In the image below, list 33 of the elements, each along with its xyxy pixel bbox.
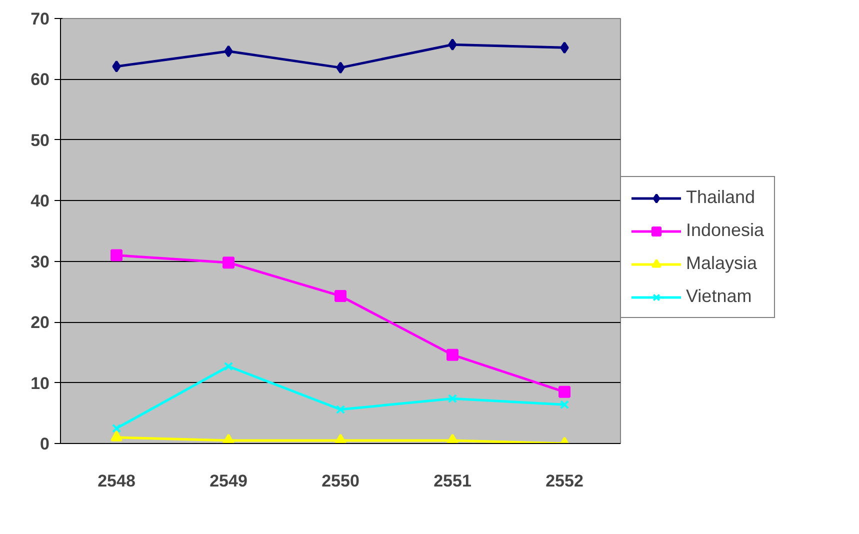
point [336,404,346,414]
point [110,249,122,262]
legend-label: Malaysia [686,253,758,274]
point [448,38,457,51]
legend-label: Thailand [686,187,756,208]
point [446,348,458,361]
x-tick-label: 2549 [210,472,248,490]
point [224,362,234,371]
y-tick-label: 60 [30,70,50,90]
y-tick-label: 20 [30,313,50,332]
y-tick-label: 40 [30,192,50,211]
x-tick-label: 2551 [434,472,472,490]
point [112,424,122,433]
point [110,430,122,442]
legend-label: Vietnam [686,286,752,307]
y-tick-label: 70 [30,10,50,28]
point [558,386,570,398]
x-tick-label: 2550 [322,472,360,490]
point [334,290,346,302]
point [560,400,570,410]
x-tick-label: 2548 [98,472,136,490]
legend-label: Indonesia [686,220,764,241]
y-tick-label: 10 [30,374,50,393]
point [112,60,121,72]
y-tick-label: 30 [30,252,50,272]
x-tick-label: 2552 [546,472,584,490]
point [560,42,569,54]
point [336,62,345,74]
point [224,45,233,58]
point [448,394,458,404]
y-tick-label: 0 [40,434,50,454]
point [222,256,234,269]
y-tick-label: 50 [30,130,50,150]
